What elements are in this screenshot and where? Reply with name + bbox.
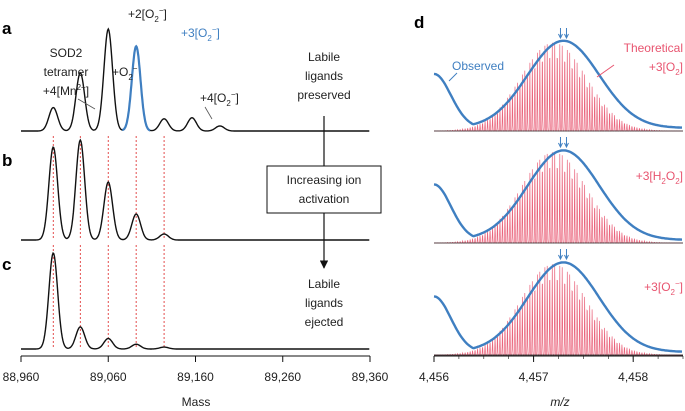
mz-tick-label-1: 4,457 [519, 370, 549, 384]
observed-leader [448, 72, 458, 82]
mass-tick-label-3: 89,260 [264, 370, 301, 384]
sod2-line3: +4[Mn2+] [43, 83, 89, 98]
mass-tick-label-0: 88,960 [3, 370, 40, 384]
sod2-line2: tetramer [44, 65, 89, 79]
subplot-bottom-observed [433, 261, 682, 353]
annotation-4o2: +4[O2−] [200, 90, 239, 108]
labile-bottom-line1: Labile [308, 277, 340, 291]
observed-annotation: Observed [448, 59, 504, 82]
subplot-bottom-apex-head-1 [564, 254, 569, 261]
labile-top-line2: ligands [305, 69, 343, 83]
theoretical-label: Theoretical [624, 41, 683, 55]
mass-tick-label-1: 89,060 [90, 370, 127, 384]
panel-d-isotope-plots [433, 28, 683, 356]
mz-tick-label-2: 4,458 [618, 370, 648, 384]
theoretical-leader [596, 64, 615, 78]
panel-label-a: a [2, 19, 12, 38]
subplot-bottom [433, 249, 683, 356]
ion-label-bottom: +3[O2−] [644, 279, 683, 297]
sod2-leader [77, 98, 96, 110]
panel-label-c: c [2, 255, 11, 274]
trace-a-highlight-peak [122, 44, 151, 132]
activation-line2: activation [299, 192, 350, 206]
mass-axis-label: Mass [182, 395, 211, 409]
subplot-mid-apex-head-1 [564, 142, 569, 149]
labile-top-line3: preserved [297, 88, 350, 102]
annotation-4o2-leader [204, 106, 213, 120]
mass-tick-label-2: 89,160 [177, 370, 214, 384]
annotation-2o2: +2[O2−] [128, 6, 167, 24]
panel-label-b: b [2, 151, 12, 170]
annotation-o2: +O2− [112, 64, 138, 82]
subplot-top-theoretical [434, 42, 683, 132]
subplot-mid-apex-head-0 [558, 142, 563, 149]
mass-spectra [21, 27, 370, 350]
ion-label-top: +3[O2] [649, 60, 683, 77]
labile-bottom-line3: ejected [305, 315, 344, 329]
panel-label-d: d [414, 13, 424, 32]
annotation-3o2: +3[O2−] [181, 25, 220, 43]
labile-preserved: Labile ligands preserved [297, 50, 350, 102]
mz-axis: 4,456 4,457 4,458 [419, 355, 684, 384]
mz-tick-label-0: 4,456 [419, 370, 449, 384]
sod2-line1: SOD2 [50, 46, 83, 60]
theoretical-annotation: Theoretical +3[O2] [596, 41, 683, 78]
subplot-mid [433, 137, 683, 244]
subplot-mid-observed [433, 149, 682, 241]
ion-label-mid: +3[H2O2] [636, 169, 683, 186]
trace-c-line [21, 251, 370, 350]
subplot-top-apex-head-1 [564, 33, 569, 40]
mass-axis: 88,960 89,060 89,160 89,260 89,360 [3, 355, 389, 384]
mass-tick-label-4: 89,360 [352, 370, 389, 384]
subplot-top-apex-head-0 [558, 33, 563, 40]
guide-lines [52, 136, 165, 347]
trace-b-line [21, 138, 370, 241]
sod2-annotation: SOD2 tetramer +4[Mn2+] [43, 46, 96, 110]
labile-top-line1: Labile [308, 50, 340, 64]
labile-bottom-line2: ligands [305, 296, 343, 310]
subplot-bottom-apex-head-0 [558, 254, 563, 261]
subplot-top-observed [433, 39, 682, 129]
activation-box [266, 165, 382, 214]
subplot-mid-theoretical [434, 152, 683, 244]
labile-ejected: Labile ligands ejected [305, 277, 344, 329]
subplot-top [433, 28, 683, 132]
mz-axis-label: m/z [550, 395, 569, 409]
observed-label: Observed [452, 59, 504, 73]
annotation-4o2-group: +4[O2−] [200, 90, 239, 120]
subplot-bottom-theoretical [434, 264, 683, 356]
trace-a-line [21, 27, 370, 132]
activation-line1: Increasing ion [287, 173, 362, 187]
